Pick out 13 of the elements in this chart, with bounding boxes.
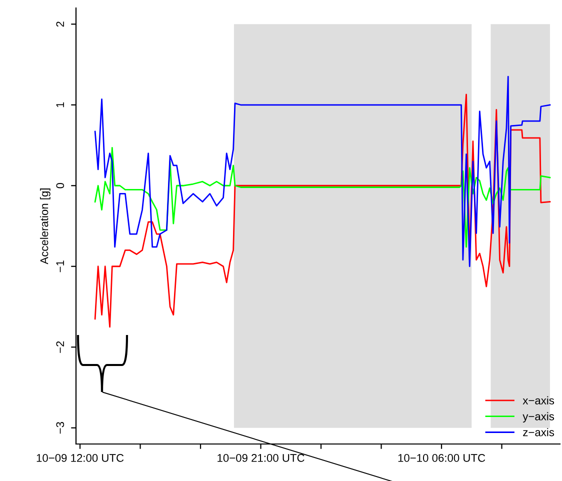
x-tick-label: 10−10 06:00 UTC [398,454,486,462]
y-tick-label: 0 [56,182,64,188]
y-tick-label: 1 [56,102,64,108]
x-tick-label: 10−09 12:00 UTC [36,454,124,462]
y-axis-title: Acceleration [g] [40,188,50,264]
legend-label: z−axis [523,428,554,436]
x-tick-label: 10−09 21:00 UTC [218,454,304,462]
y-tick-label: −2 [56,341,64,353]
y-tick-label: 2 [56,22,64,27]
legend-label: y−axis [522,412,554,423]
y-tick-label: −3 [56,422,64,434]
legend-label: x−axis [522,396,554,404]
y-tick-label: −1 [56,260,64,272]
